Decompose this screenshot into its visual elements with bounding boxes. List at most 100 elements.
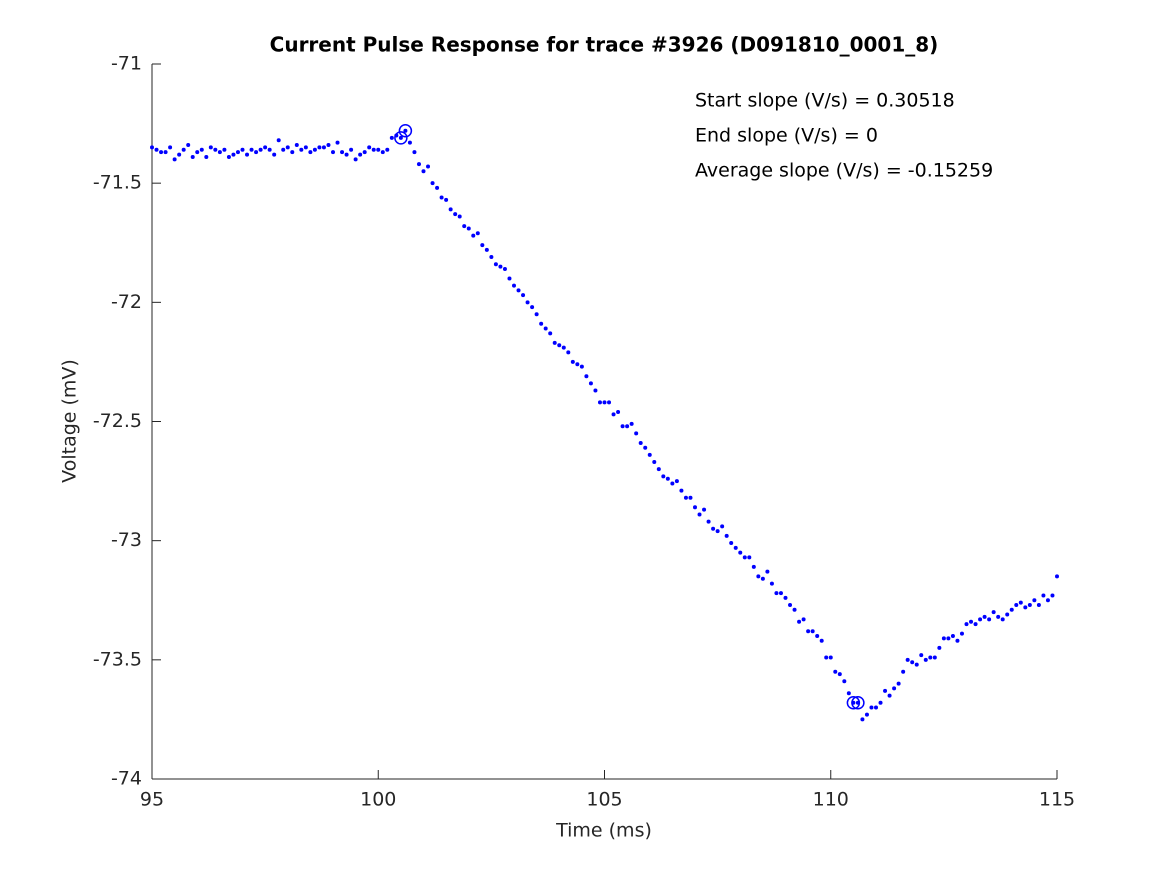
data-point	[150, 145, 154, 150]
data-point	[588, 381, 593, 386]
data-point	[932, 655, 937, 660]
data-point	[222, 147, 227, 152]
data-point	[489, 255, 494, 260]
data-point	[593, 388, 598, 393]
data-point	[597, 400, 602, 405]
data-point	[647, 452, 652, 457]
y-tick-label: -72.5	[93, 410, 142, 432]
data-point	[466, 226, 471, 231]
x-tick-label: 110	[813, 789, 849, 811]
data-point	[362, 150, 367, 155]
data-point	[579, 364, 584, 369]
data-point	[919, 653, 924, 658]
data-point	[213, 147, 218, 152]
data-point	[665, 476, 670, 481]
data-point	[548, 331, 553, 336]
data-point	[448, 207, 453, 212]
data-point	[584, 374, 589, 379]
data-point	[620, 424, 625, 429]
data-point	[240, 147, 245, 152]
data-point	[991, 610, 996, 615]
data-point	[982, 614, 987, 619]
data-point	[471, 233, 476, 238]
data-point	[950, 634, 955, 638]
data-point	[1045, 598, 1050, 603]
data-point	[516, 288, 521, 293]
data-point	[928, 655, 933, 660]
data-point	[1041, 593, 1046, 598]
data-point	[874, 705, 878, 710]
data-point	[964, 622, 969, 627]
data-point	[457, 214, 462, 219]
data-point	[896, 681, 901, 686]
data-point	[720, 524, 725, 529]
data-point	[340, 150, 345, 155]
x-tick-label: 115	[1039, 789, 1075, 811]
data-point	[231, 152, 236, 157]
data-point	[462, 224, 467, 229]
data-point	[914, 662, 919, 667]
data-point	[199, 147, 204, 152]
data-point	[263, 145, 268, 150]
data-point	[168, 145, 173, 150]
data-point	[1050, 593, 1055, 598]
data-point	[403, 128, 408, 133]
data-point	[878, 700, 883, 705]
data-point	[444, 197, 449, 202]
data-point	[407, 140, 412, 145]
data-point	[561, 345, 566, 350]
y-tick-label: -71	[111, 53, 142, 75]
data-point	[376, 147, 381, 152]
data-point	[575, 362, 580, 367]
data-point	[267, 147, 272, 152]
data-point	[276, 138, 281, 143]
data-point	[217, 150, 222, 155]
data-point	[1023, 605, 1028, 610]
data-point	[235, 150, 240, 155]
data-point	[1009, 607, 1014, 612]
data-point	[661, 474, 666, 479]
x-axis-label: Time (ms)	[555, 820, 652, 842]
data-point	[172, 157, 177, 162]
data-point	[493, 262, 498, 267]
data-point	[1005, 612, 1010, 617]
data-point	[837, 672, 842, 677]
data-point	[652, 460, 657, 465]
x-tick-label: 105	[586, 789, 622, 811]
data-point	[358, 152, 363, 157]
x-tick-label: 95	[140, 789, 164, 811]
data-point	[308, 150, 313, 155]
data-point	[430, 181, 435, 186]
data-point	[892, 686, 897, 691]
data-point	[412, 150, 417, 155]
annotation: Start slope (V/s) = 0.30518	[695, 90, 955, 112]
data-point	[1014, 603, 1019, 608]
data-point	[435, 185, 440, 190]
data-point	[625, 424, 630, 429]
data-point	[453, 212, 458, 217]
data-point	[711, 526, 716, 531]
marker-circle	[851, 695, 865, 710]
data-point	[819, 638, 824, 643]
data-point	[765, 569, 770, 574]
data-point	[733, 545, 738, 550]
data-point	[828, 655, 833, 660]
data-point	[946, 636, 951, 641]
data-point	[226, 154, 231, 159]
data-point	[955, 638, 960, 643]
data-point	[607, 400, 612, 405]
data-point	[380, 150, 385, 155]
data-point	[810, 629, 815, 634]
data-point	[969, 619, 974, 624]
data-point	[769, 581, 774, 586]
data-point	[1027, 603, 1032, 608]
data-point	[833, 669, 838, 674]
data-point	[724, 533, 729, 538]
data-point	[923, 657, 928, 662]
data-point	[842, 679, 847, 684]
data-point	[715, 529, 720, 534]
data-point	[294, 143, 299, 148]
data-point	[643, 445, 648, 450]
data-point	[285, 145, 290, 150]
data-point	[272, 152, 277, 157]
